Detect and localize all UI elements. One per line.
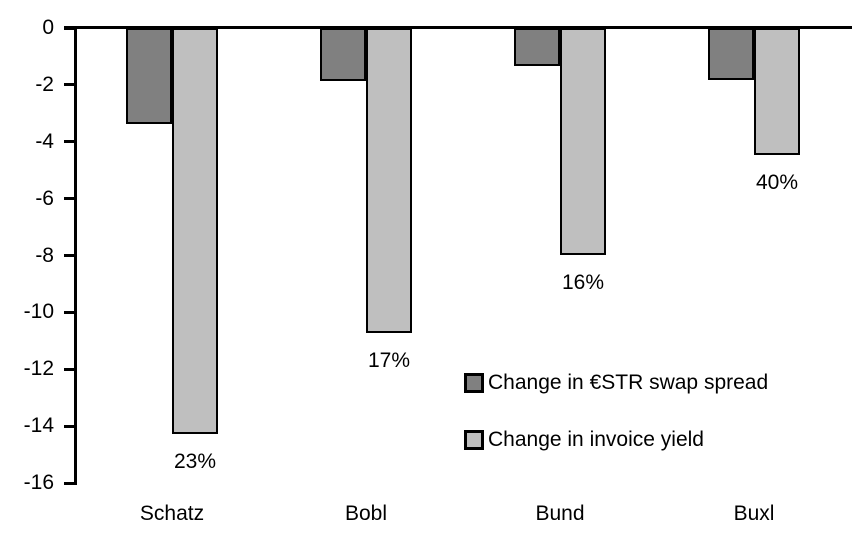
legend-swatch-swap-spread-icon	[464, 373, 484, 393]
legend-label-invoice-yield: Change in invoice yield	[488, 428, 704, 451]
x-axis-label-schatz: Schatz	[139, 502, 205, 525]
bar-swap-spread-bobl	[320, 28, 366, 81]
x-axis-label-bobl: Bobl	[344, 502, 388, 525]
y-tick-label: -8	[35, 244, 54, 267]
y-tick	[64, 254, 76, 257]
bar-value-label-schatz: 23%	[173, 450, 217, 473]
bar-invoice-yield-bobl	[366, 28, 412, 333]
y-tick	[64, 197, 76, 200]
bar-swap-spread-bund	[514, 28, 560, 66]
x-axis-label-bund: Bund	[535, 502, 585, 525]
y-tick	[64, 83, 76, 86]
y-tick	[64, 425, 76, 428]
y-tick-label: 0	[42, 16, 54, 39]
bar-invoice-yield-schatz	[172, 28, 218, 434]
legend-label-swap-spread: Change in €STR swap spread	[488, 371, 769, 394]
bar-swap-spread-buxl	[708, 28, 754, 80]
y-tick-label: -16	[23, 471, 54, 494]
y-tick	[64, 140, 76, 143]
bar-value-label-buxl: 40%	[755, 171, 799, 194]
y-tick-label: -12	[23, 357, 54, 380]
bar-invoice-yield-buxl	[754, 28, 800, 155]
legend-swatch-invoice-yield-icon	[464, 430, 484, 450]
bar-swap-spread-schatz	[126, 28, 172, 124]
y-tick	[64, 368, 76, 371]
legend: Change in €STR swap spread Change in inv…	[464, 371, 768, 452]
bar-value-label-bund: 16%	[561, 271, 605, 294]
bar-invoice-yield-bund	[560, 28, 606, 255]
y-tick-label: -4	[35, 130, 54, 153]
y-tick	[64, 311, 76, 314]
y-tick	[64, 27, 76, 30]
y-tick	[64, 482, 76, 485]
y-tick-label: -6	[35, 187, 54, 210]
y-tick-label: -10	[23, 300, 54, 323]
y-tick-label: -14	[23, 414, 54, 437]
x-axis-zero-line	[64, 26, 852, 29]
x-axis-label-buxl: Buxl	[733, 502, 775, 525]
legend-item-invoice-yield: Change in invoice yield	[464, 428, 768, 452]
bar-value-label-bobl: 17%	[367, 349, 411, 372]
y-tick-label: -2	[35, 73, 54, 96]
legend-item-swap-spread: Change in €STR swap spread	[464, 371, 768, 395]
